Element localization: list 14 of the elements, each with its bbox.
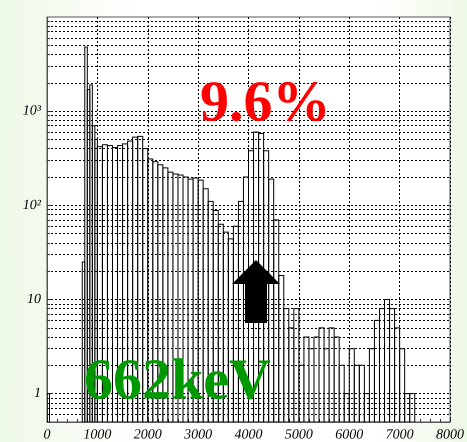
y-tick-label: 10² <box>22 198 42 213</box>
x-tick-label: 0 <box>44 428 50 442</box>
x-tick-label: 2000 <box>134 428 162 442</box>
y-tick-label: 10 <box>27 292 41 307</box>
x-tick-label: 6000 <box>335 428 364 442</box>
annotation: 9.6% <box>200 68 330 134</box>
x-tick-label: 3000 <box>183 428 212 442</box>
x-tick-label: 8000 <box>436 428 464 442</box>
x-tick-label: 4000 <box>234 428 262 442</box>
x-tick-label: 1000 <box>83 428 112 442</box>
x-tick-label: 5000 <box>284 428 313 442</box>
x-tick-label: 7000 <box>386 428 414 442</box>
y-tick-label: 1 <box>34 386 41 402</box>
y-tick-label: 10³ <box>22 104 42 119</box>
